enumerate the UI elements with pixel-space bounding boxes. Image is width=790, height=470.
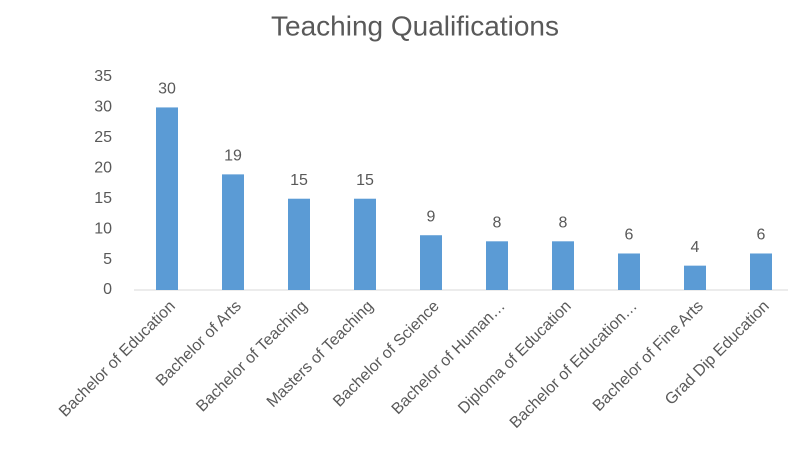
bar	[354, 198, 376, 290]
data-label: 8	[493, 215, 502, 232]
x-tick-label: Bachelor of Education	[56, 298, 179, 421]
bar	[486, 241, 508, 290]
data-label: 6	[625, 227, 634, 244]
data-label: 6	[757, 227, 766, 244]
data-label: 4	[691, 239, 700, 256]
y-tick-label: 25	[94, 129, 112, 146]
y-tick-label: 10	[94, 220, 112, 237]
chart-title: Teaching Qualifications	[271, 10, 559, 41]
bar	[618, 253, 640, 290]
x-tick-label: Diploma of Education	[455, 298, 575, 418]
y-tick-label: 5	[103, 251, 112, 268]
data-label: 9	[427, 208, 436, 225]
x-tick-label: Bachelor of Education…	[507, 298, 641, 432]
bar	[684, 265, 706, 290]
data-label: 15	[356, 172, 374, 189]
bar	[288, 198, 310, 290]
y-tick-label: 30	[94, 99, 112, 116]
x-tick-label: Bachelor of Teaching	[193, 298, 310, 415]
data-label: 8	[559, 215, 568, 232]
y-tick-label: 15	[94, 190, 112, 207]
bar	[156, 107, 178, 290]
x-tick-label: Bachelor of Human…	[389, 298, 509, 418]
bar	[552, 241, 574, 290]
data-label: 15	[290, 172, 308, 189]
bar	[750, 253, 772, 290]
y-tick-label: 20	[94, 160, 112, 177]
y-tick-label: 0	[103, 281, 112, 298]
bar	[420, 235, 442, 290]
bar	[222, 174, 244, 290]
data-label: 30	[158, 81, 176, 98]
x-tick-label: Bachelor of Fine Arts	[590, 298, 707, 415]
y-tick-label: 35	[94, 68, 112, 85]
data-label: 19	[224, 148, 242, 165]
